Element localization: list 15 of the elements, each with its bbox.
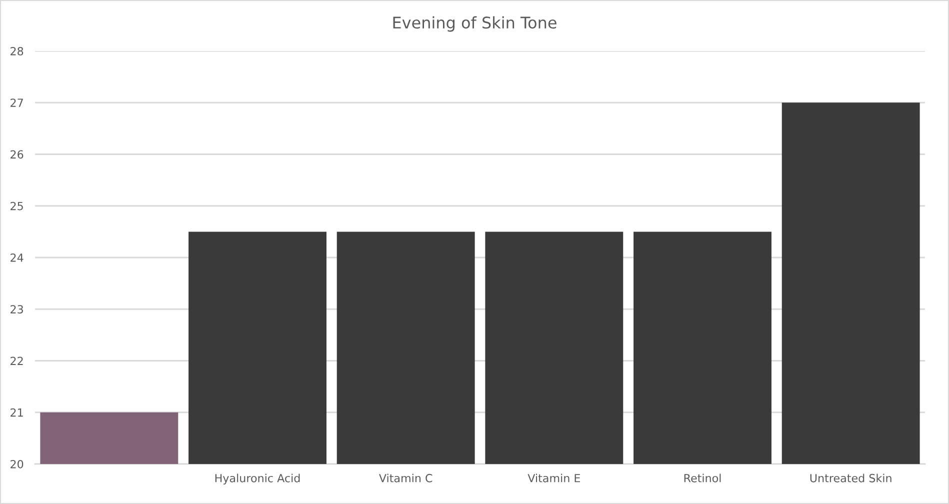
y-tick-label: 26 (10, 150, 24, 159)
y-tick-label: 25 (10, 202, 23, 210)
x-tick-label: Retinol (684, 474, 721, 482)
x-tick-label: Hyaluronic Acid (215, 474, 300, 484)
x-tick-label: Vitamin C (379, 474, 432, 482)
y-tick-label: 24 (10, 253, 24, 262)
x-tick-label: Untreated Skin (810, 474, 892, 482)
y-tick-label: 22 (10, 356, 23, 365)
y-tick-label: 27 (10, 98, 23, 107)
y-tick-label: 20 (10, 460, 24, 468)
y-tick-label: 23 (10, 305, 23, 314)
chart-title: Evening of Skin Tone (393, 16, 556, 32)
y-tick-label: 28 (10, 46, 24, 56)
y-tick-label: 21 (10, 408, 23, 417)
x-tick-label: Vitamin E (528, 474, 580, 482)
